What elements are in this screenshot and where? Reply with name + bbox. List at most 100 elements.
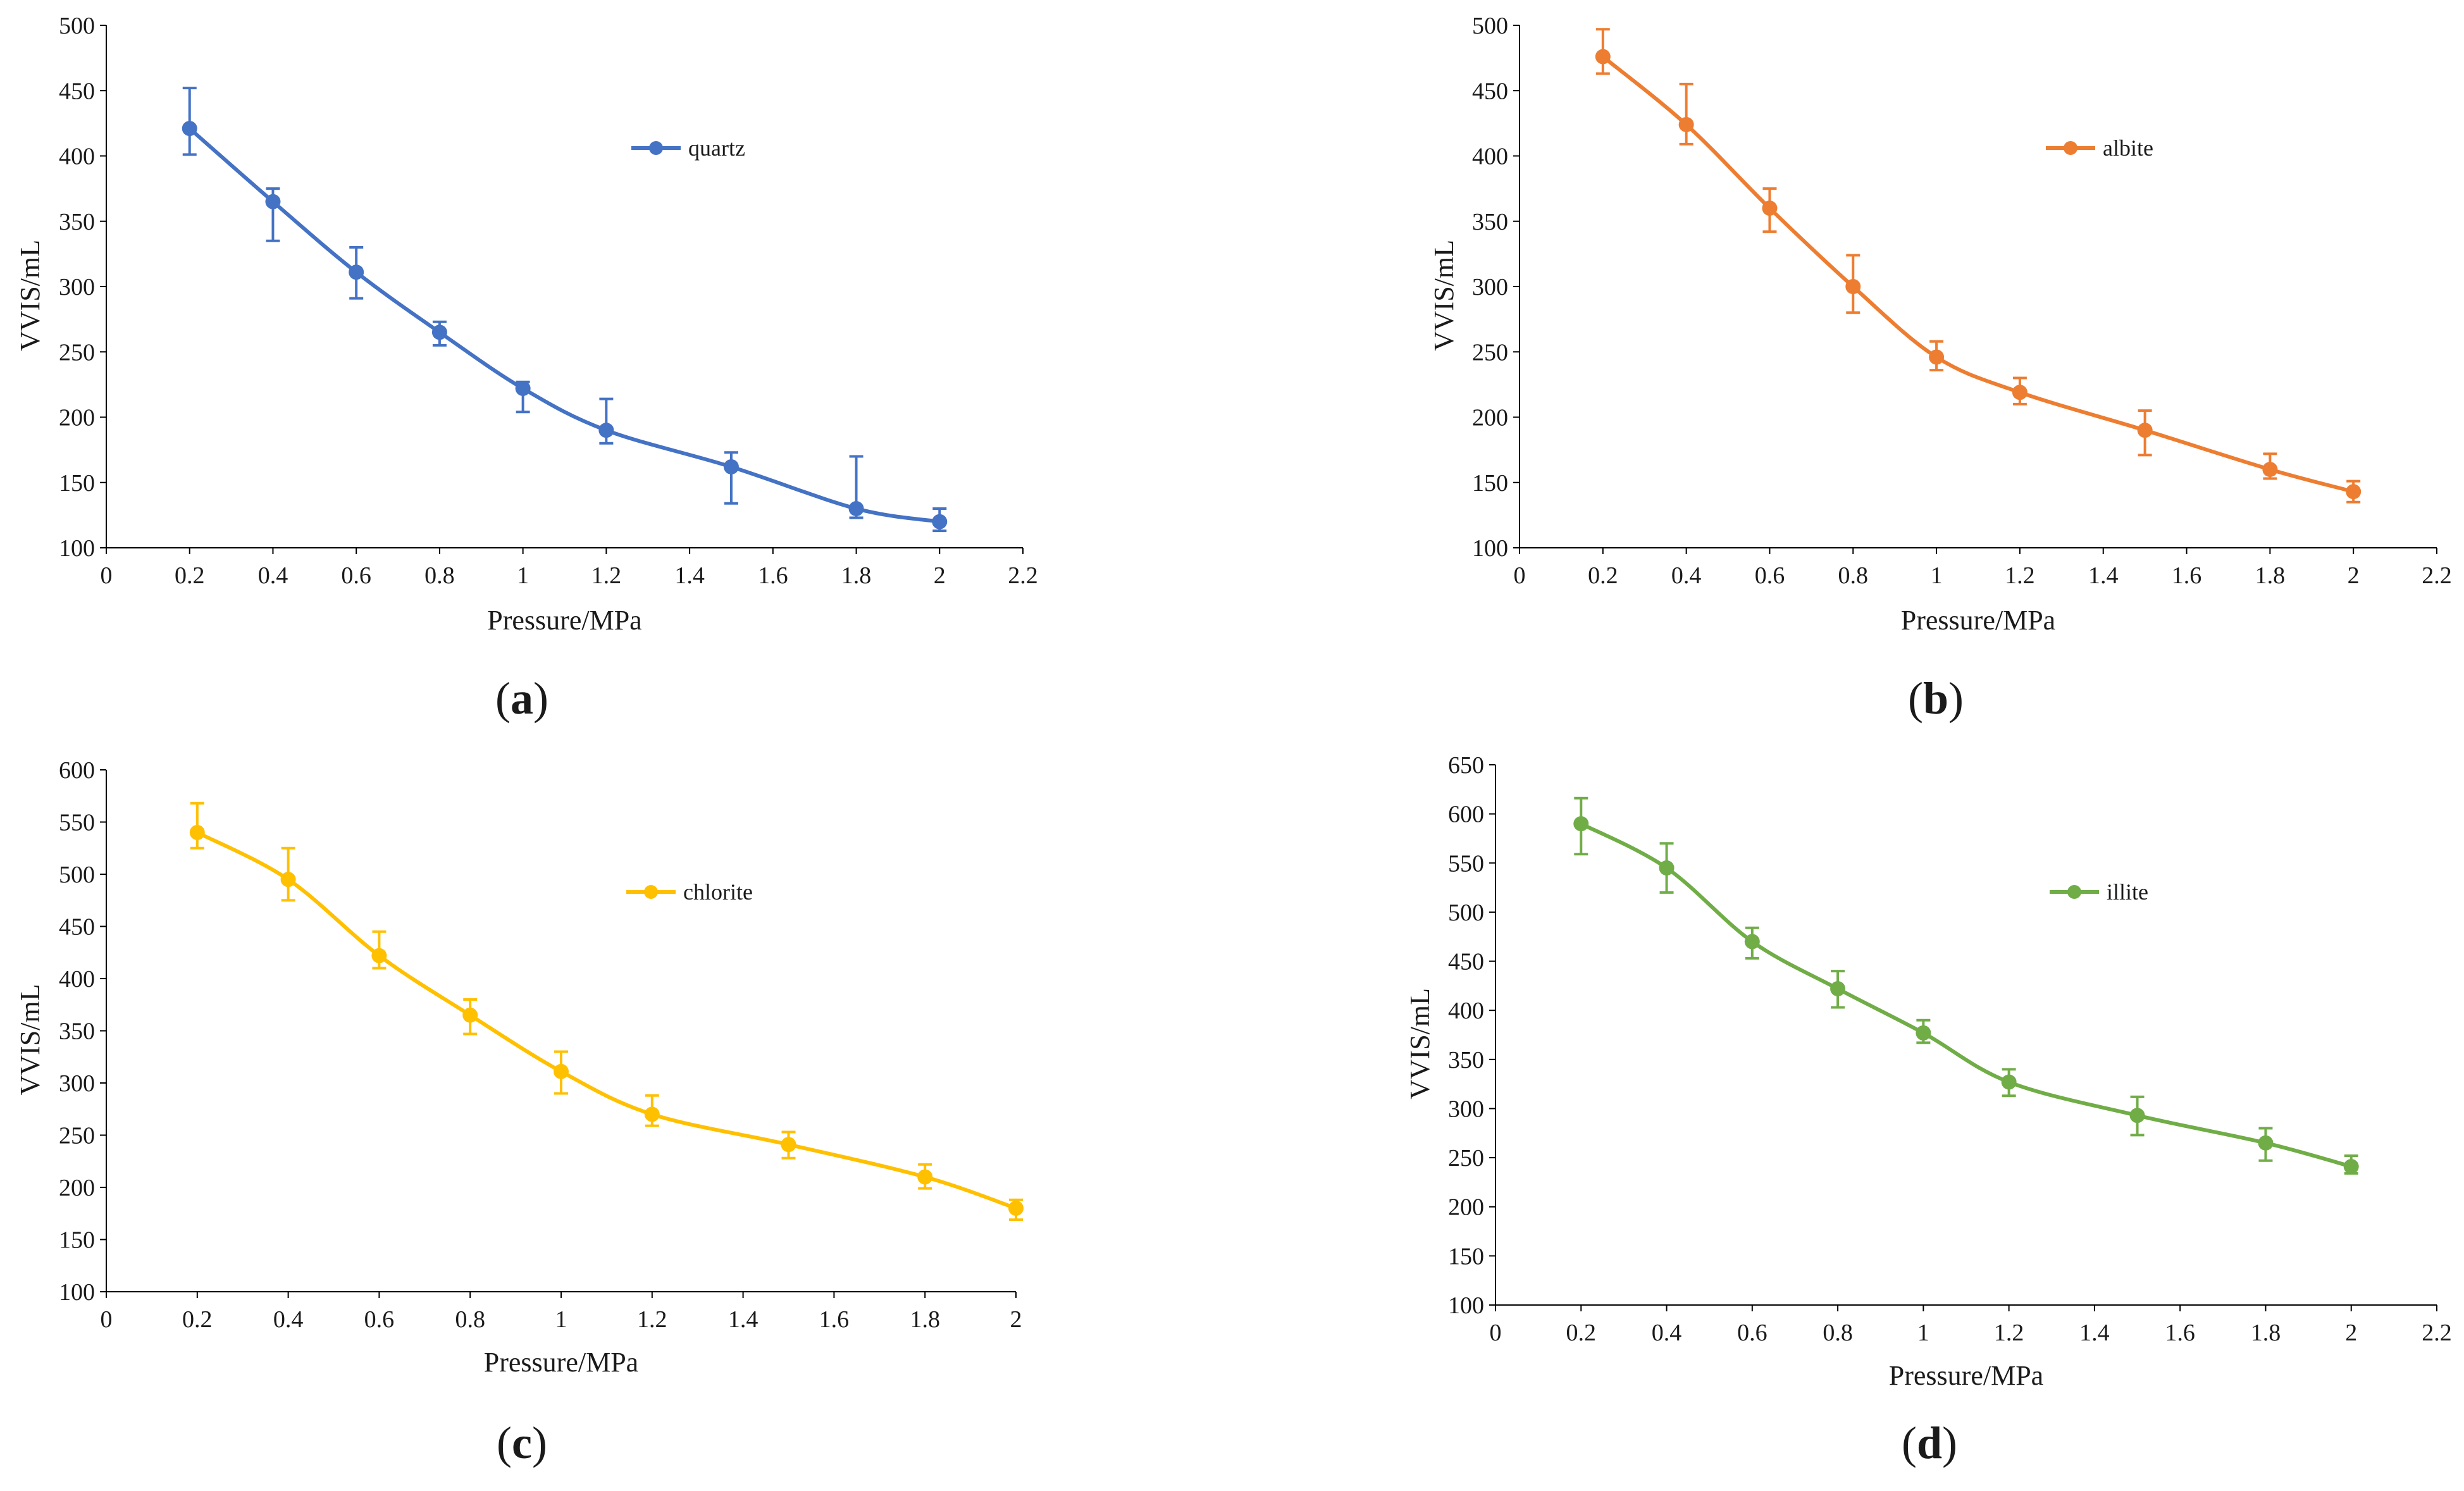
data-point <box>1678 116 1694 132</box>
y-tick-label: 450 <box>1472 78 1508 104</box>
x-tick-label: 1.6 <box>819 1306 850 1333</box>
data-point <box>1659 860 1675 876</box>
y-tick-label: 200 <box>1448 1194 1484 1221</box>
y-tick-label: 500 <box>59 13 95 39</box>
legend-label: albite <box>2103 135 2153 161</box>
data-point <box>1573 816 1589 832</box>
x-tick-label: 2 <box>934 562 946 589</box>
panel-caption: (a) <box>495 673 548 724</box>
x-tick-label: 1.6 <box>2165 1320 2195 1346</box>
panel-caption-letter: c <box>512 1418 532 1468</box>
data-point <box>2001 1074 2017 1090</box>
x-tick-label: 0.2 <box>1588 562 1618 589</box>
x-tick-label: 1.4 <box>2088 562 2119 589</box>
y-tick-label: 200 <box>59 1175 95 1201</box>
x-tick-label: 1.8 <box>910 1306 940 1333</box>
data-point <box>598 423 614 438</box>
data-point <box>182 121 197 137</box>
y-tick-label: 450 <box>1448 949 1484 975</box>
x-axis-title: Pressure/MPa <box>487 605 641 636</box>
y-tick-label: 150 <box>59 1227 95 1254</box>
x-tick-label: 2.2 <box>1008 562 1038 589</box>
x-tick-label: 0 <box>1514 562 1526 589</box>
panel-caption-letter: a <box>511 673 533 724</box>
y-axis-title: VVIS/mL <box>15 240 46 351</box>
data-point <box>644 1106 660 1122</box>
x-tick-label: 2.2 <box>2422 1320 2452 1346</box>
x-tick-label: 0.4 <box>258 562 288 589</box>
y-tick-label: 350 <box>1472 209 1508 235</box>
data-point <box>2262 462 2278 478</box>
legend-label: quartz <box>688 135 745 161</box>
y-tick-label: 150 <box>1472 470 1508 497</box>
y-tick-label: 250 <box>59 339 95 366</box>
x-axis-title: Pressure/MPa <box>484 1347 638 1378</box>
panel-caption: (c) <box>497 1418 547 1468</box>
series-line-illite <box>1580 822 2352 1168</box>
x-tick-label: 0.4 <box>1671 562 1702 589</box>
x-tick-label: 0 <box>101 1306 113 1333</box>
data-point <box>2346 484 2362 500</box>
x-tick-label: 0.8 <box>455 1306 485 1333</box>
data-point <box>554 1063 569 1079</box>
data-point <box>1845 279 1861 294</box>
legend-label: illite <box>2107 879 2148 905</box>
x-tick-label: 1.4 <box>2079 1320 2110 1346</box>
y-tick-label: 350 <box>1448 1047 1484 1073</box>
x-tick-label: 0.8 <box>1838 562 1869 589</box>
x-tick-label: 0.6 <box>1755 562 1785 589</box>
x-tick-label: 0.2 <box>1566 1320 1597 1346</box>
y-tick-label: 650 <box>1448 752 1484 779</box>
x-tick-label: 1.2 <box>1994 1320 2024 1346</box>
data-point <box>462 1007 478 1023</box>
y-tick-label: 450 <box>59 914 95 941</box>
y-tick-label: 500 <box>1472 13 1508 39</box>
series-line-albite <box>1601 55 2354 494</box>
y-tick-label: 500 <box>59 862 95 888</box>
x-tick-label: 0.2 <box>182 1306 213 1333</box>
x-tick-label: 0.6 <box>341 562 371 589</box>
legend-marker <box>644 885 658 899</box>
y-tick-label: 250 <box>1472 339 1508 366</box>
y-tick-label: 350 <box>59 1018 95 1045</box>
data-point <box>1008 1201 1024 1216</box>
x-tick-label: 0.4 <box>273 1306 304 1333</box>
data-point <box>932 514 948 529</box>
y-tick-label: 200 <box>59 405 95 431</box>
y-tick-label: 600 <box>1448 801 1484 828</box>
data-point <box>280 872 296 888</box>
y-tick-label: 200 <box>1472 405 1508 431</box>
y-tick-label: 400 <box>59 966 95 993</box>
panel-caption: (d) <box>1902 1418 1957 1468</box>
y-tick-label: 250 <box>59 1123 95 1149</box>
series-line-quartz <box>188 127 940 524</box>
x-tick-label: 1.8 <box>2255 562 2286 589</box>
x-tick-label: 1 <box>1917 1320 1929 1346</box>
x-tick-label: 1 <box>555 1306 567 1333</box>
y-axis-title: VVIS/mL <box>15 984 46 1096</box>
data-point <box>515 381 531 397</box>
x-axis-title: Pressure/MPa <box>1901 605 2055 636</box>
y-tick-label: 550 <box>1448 850 1484 877</box>
y-tick-label: 300 <box>59 1070 95 1097</box>
x-tick-label: 0 <box>1490 1320 1502 1346</box>
data-point <box>371 948 387 963</box>
x-tick-label: 2 <box>2348 562 2360 589</box>
panel-caption-letter: d <box>1917 1418 1942 1468</box>
x-tick-label: 0.8 <box>424 562 455 589</box>
chart-panel-b: 100 150 200 250 300 350 400 450 500 0 0.2 0.4 0.6 0.8… <box>1428 13 2452 724</box>
y-tick-label: 150 <box>59 470 95 497</box>
x-tick-label: 1 <box>517 562 529 589</box>
y-tick-label: 450 <box>59 78 95 104</box>
data-point <box>723 459 739 474</box>
data-point <box>349 264 364 280</box>
y-tick-label: 500 <box>1448 900 1484 926</box>
data-point <box>1929 349 1945 365</box>
y-tick-label: 100 <box>1448 1292 1484 1319</box>
data-point <box>781 1137 796 1153</box>
data-point <box>2258 1135 2274 1151</box>
x-tick-label: 0.6 <box>364 1306 395 1333</box>
y-tick-label: 100 <box>59 1279 95 1306</box>
data-point <box>1595 49 1611 65</box>
